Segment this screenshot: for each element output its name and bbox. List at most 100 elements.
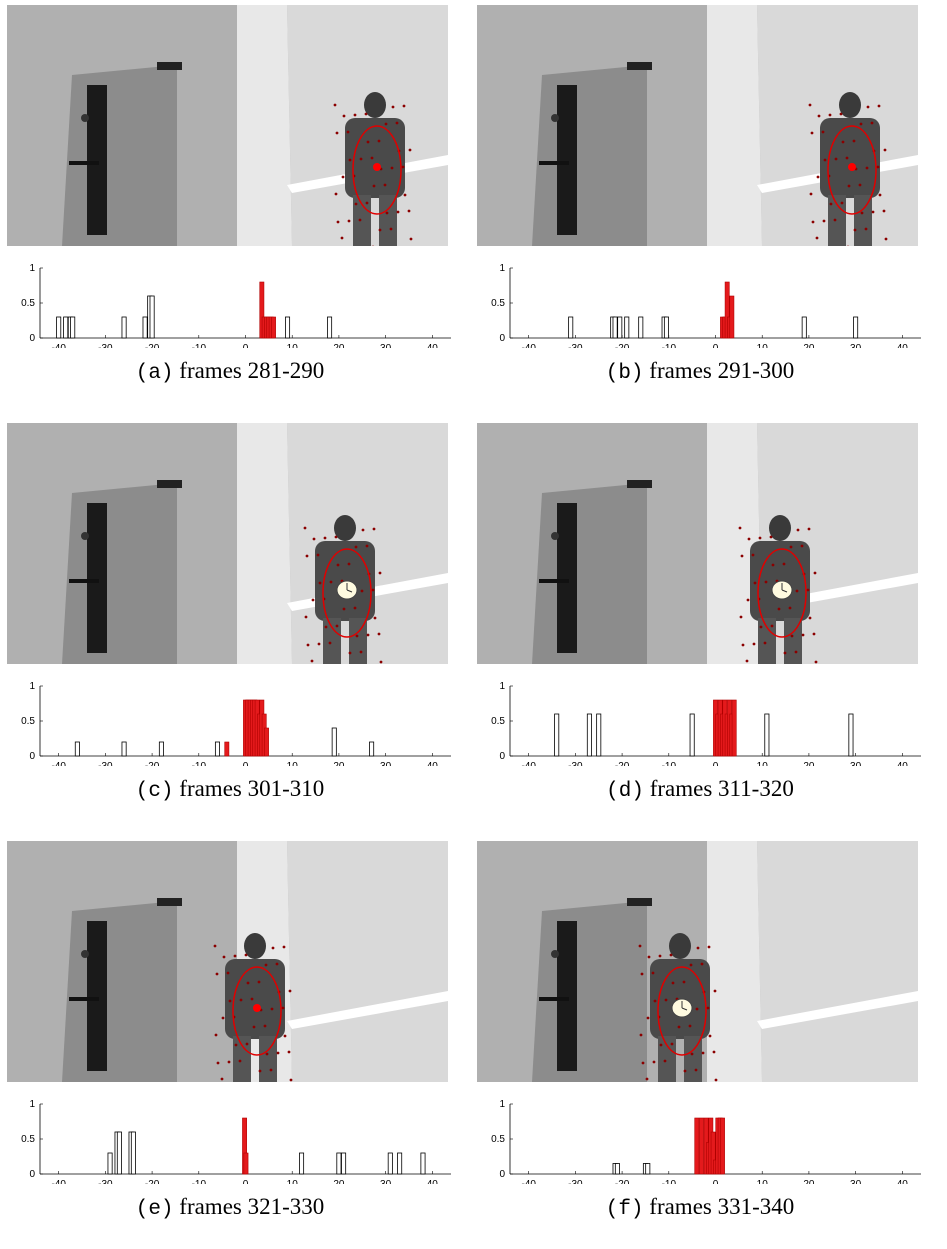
x-tick-label: -20 bbox=[145, 343, 160, 348]
y-tick-label: 0 bbox=[29, 751, 35, 762]
x-tick-label: -30 bbox=[98, 1179, 113, 1184]
histogram-bar bbox=[150, 296, 154, 338]
x-tick-label: 10 bbox=[757, 761, 769, 766]
histogram-bar bbox=[664, 317, 668, 338]
histogram-bar-red bbox=[720, 1118, 724, 1174]
histogram-bar bbox=[802, 317, 806, 338]
x-tick-label: 30 bbox=[380, 1179, 392, 1184]
clock-icon bbox=[337, 581, 357, 599]
histogram-bar bbox=[398, 1153, 402, 1174]
x-tick-label: 10 bbox=[287, 1179, 299, 1184]
x-tick-label: -10 bbox=[662, 343, 677, 348]
histogram-bar bbox=[327, 317, 331, 338]
video-frame-image bbox=[477, 5, 918, 246]
histogram-bar bbox=[117, 1132, 121, 1174]
y-tick-label: 0.5 bbox=[491, 1134, 505, 1145]
histogram-bar bbox=[765, 714, 769, 756]
panel-label: (b) bbox=[606, 362, 644, 385]
histogram-chart: -40-30-20-1001020304000.51 bbox=[470, 676, 930, 766]
x-tick-label: 10 bbox=[287, 343, 299, 348]
x-tick-label: 20 bbox=[333, 1179, 345, 1184]
caption-text: frames 301-310 bbox=[179, 776, 324, 801]
x-tick-label: 40 bbox=[427, 1179, 439, 1184]
x-tick-label: -30 bbox=[98, 343, 113, 348]
x-tick-label: -10 bbox=[662, 761, 677, 766]
x-tick-label: 40 bbox=[897, 1179, 909, 1184]
histogram-bar bbox=[625, 317, 629, 338]
x-tick-label: -30 bbox=[568, 761, 583, 766]
panel-f: -40-30-20-1001020304000.51(f) frames 331… bbox=[470, 836, 940, 1249]
panel-label: (f) bbox=[606, 1198, 644, 1221]
center-dot bbox=[253, 1004, 261, 1012]
y-tick-label: 1 bbox=[499, 263, 505, 274]
histogram-chart: -40-30-20-1001020304000.51 bbox=[0, 676, 460, 766]
x-tick-label: 40 bbox=[897, 761, 909, 766]
histogram-bar bbox=[646, 1164, 650, 1175]
y-tick-label: 1 bbox=[29, 681, 35, 692]
x-tick-label: 0 bbox=[713, 1179, 719, 1184]
histogram-bar bbox=[131, 1132, 135, 1174]
histogram-bar bbox=[613, 317, 617, 338]
histogram-bar-red bbox=[264, 728, 268, 756]
x-tick-label: 30 bbox=[380, 761, 392, 766]
y-tick-label: 0.5 bbox=[491, 298, 505, 309]
x-tick-label: -40 bbox=[51, 343, 66, 348]
video-frame-image bbox=[7, 423, 448, 664]
x-tick-label: -40 bbox=[521, 761, 536, 766]
x-tick-label: 20 bbox=[803, 343, 815, 348]
panel-label: (e) bbox=[136, 1198, 174, 1221]
x-tick-label: 30 bbox=[850, 1179, 862, 1184]
x-tick-label: -30 bbox=[568, 1179, 583, 1184]
histogram-bar bbox=[64, 317, 68, 338]
histogram-bar bbox=[159, 742, 163, 756]
histogram-bar-red bbox=[695, 1118, 699, 1174]
panel-d: -40-30-20-1001020304000.51(d) frames 311… bbox=[470, 418, 940, 831]
histogram-bar-red bbox=[244, 1153, 248, 1174]
x-tick-label: 40 bbox=[897, 343, 909, 348]
histogram-bar bbox=[849, 714, 853, 756]
caption-text: frames 281-290 bbox=[179, 358, 324, 383]
x-tick-label: 0 bbox=[243, 343, 249, 348]
histogram-bar bbox=[143, 317, 147, 338]
panel-caption: (f) frames 331-340 bbox=[470, 1194, 930, 1221]
histogram-bar bbox=[854, 317, 858, 338]
x-tick-label: 20 bbox=[333, 761, 345, 766]
histogram-bar bbox=[299, 1153, 303, 1174]
x-tick-label: -40 bbox=[51, 1179, 66, 1184]
histogram-bar bbox=[122, 317, 126, 338]
histogram-bar bbox=[337, 1153, 341, 1174]
y-tick-label: 0.5 bbox=[21, 716, 35, 727]
histogram-bar bbox=[690, 714, 694, 756]
y-tick-label: 0 bbox=[499, 333, 505, 344]
x-tick-label: 30 bbox=[850, 343, 862, 348]
histogram-bar bbox=[421, 1153, 425, 1174]
center-dot bbox=[848, 163, 856, 171]
x-tick-label: -40 bbox=[521, 343, 536, 348]
x-tick-label: -40 bbox=[51, 761, 66, 766]
y-tick-label: 1 bbox=[499, 681, 505, 692]
histogram-bar bbox=[370, 742, 374, 756]
x-tick-label: 10 bbox=[287, 761, 299, 766]
histogram-bar-red bbox=[732, 700, 736, 756]
panel-label: (c) bbox=[136, 780, 174, 803]
clock-icon bbox=[772, 581, 792, 599]
y-tick-label: 0.5 bbox=[21, 1134, 35, 1145]
panel-a: -40-30-20-1001020304000.51(a) frames 281… bbox=[0, 0, 470, 413]
y-tick-label: 0 bbox=[499, 1169, 505, 1180]
x-tick-label: 20 bbox=[803, 1179, 815, 1184]
x-tick-label: 30 bbox=[380, 343, 392, 348]
x-tick-label: 10 bbox=[757, 1179, 769, 1184]
x-tick-label: 20 bbox=[333, 343, 345, 348]
y-tick-label: 1 bbox=[29, 1099, 35, 1110]
histogram-bar-red bbox=[225, 742, 229, 756]
histogram-chart: -40-30-20-1001020304000.51 bbox=[470, 258, 930, 348]
y-tick-label: 0 bbox=[29, 333, 35, 344]
panel-caption: (a) frames 281-290 bbox=[0, 358, 460, 385]
histogram-chart: -40-30-20-1001020304000.51 bbox=[470, 1094, 930, 1184]
x-tick-label: -20 bbox=[615, 343, 630, 348]
panel-label: (d) bbox=[606, 780, 644, 803]
histogram-bar bbox=[75, 742, 79, 756]
histogram-chart: -40-30-20-1001020304000.51 bbox=[0, 1094, 460, 1184]
histogram-bar bbox=[618, 317, 622, 338]
panel-caption: (e) frames 321-330 bbox=[0, 1194, 460, 1221]
